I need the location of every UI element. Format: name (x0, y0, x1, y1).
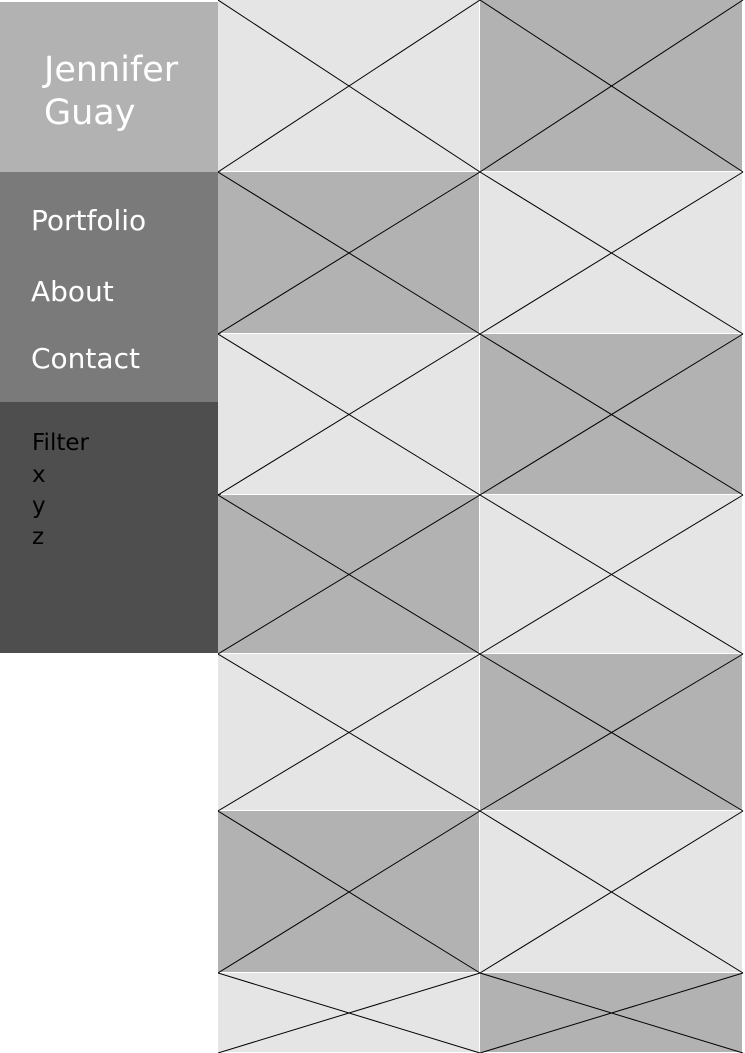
main-nav: Portfolio About Contact (0, 172, 221, 402)
nav-item-about[interactable]: About (31, 275, 114, 308)
filter-option-z[interactable]: z (32, 524, 45, 550)
nav-item-contact[interactable]: Contact (31, 342, 140, 375)
placeholder-cross-line (218, 810, 481, 974)
placeholder-cross-line (479, 972, 744, 1053)
portfolio-tile[interactable] (479, 171, 744, 335)
portfolio-tile[interactable] (218, 653, 481, 812)
brand-header: Jennifer Guay (0, 2, 221, 172)
portfolio-tile[interactable] (479, 810, 744, 974)
portfolio-tile[interactable] (479, 972, 744, 1053)
portfolio-tile[interactable] (218, 972, 481, 1053)
placeholder-cross-line (218, 0, 481, 173)
placeholder-cross-line (479, 333, 744, 496)
site-title-last-name: Guay (44, 93, 136, 133)
portfolio-grid (218, 0, 744, 1053)
placeholder-cross-line (479, 171, 744, 335)
portfolio-tile[interactable] (479, 653, 744, 812)
portfolio-tile[interactable] (479, 494, 744, 655)
placeholder-cross-line (479, 810, 744, 974)
placeholder-cross-line (218, 333, 481, 496)
filter-title: Filter (32, 430, 89, 456)
placeholder-cross-line (218, 494, 481, 655)
filter-option-y[interactable]: y (32, 493, 46, 519)
site-title-first-name: Jennifer (44, 50, 179, 90)
portfolio-tile[interactable] (218, 810, 481, 974)
placeholder-cross-line (479, 494, 744, 655)
placeholder-cross-line (479, 0, 744, 173)
site-title[interactable]: Jennifer Guay (44, 49, 214, 135)
filter-panel: Filter x y z (0, 402, 221, 653)
filter-option-x[interactable]: x (32, 462, 46, 488)
placeholder-cross-line (218, 653, 481, 812)
portfolio-tile[interactable] (218, 0, 481, 173)
placeholder-cross-line (218, 972, 481, 1053)
portfolio-tile[interactable] (479, 0, 744, 173)
placeholder-cross-line (479, 653, 744, 812)
portfolio-tile[interactable] (218, 494, 481, 655)
nav-item-portfolio[interactable]: Portfolio (31, 204, 147, 237)
portfolio-tile[interactable] (218, 333, 481, 496)
placeholder-cross-line (218, 171, 481, 335)
portfolio-tile[interactable] (218, 171, 481, 335)
portfolio-tile[interactable] (479, 333, 744, 496)
